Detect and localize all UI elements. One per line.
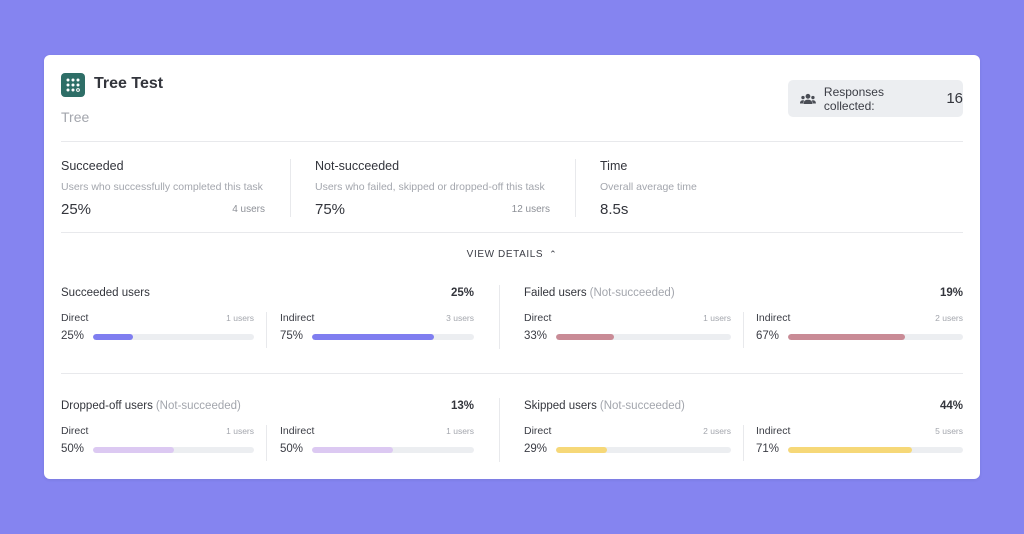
group-percentage: 44% <box>939 400 963 412</box>
view-details-label: VIEW DETAILS <box>466 249 544 260</box>
sub-users: 3 users <box>446 313 474 323</box>
sub-separator <box>743 312 744 348</box>
stat-value: 8.5s <box>600 201 629 218</box>
stat-description: Users who successfully completed this ta… <box>61 181 263 193</box>
sub-label: Direct <box>61 425 89 437</box>
sub-label: Indirect <box>280 425 315 437</box>
sub-separator <box>743 425 744 461</box>
sub-indirect: Indirect 3 users 75% <box>280 312 474 348</box>
tree-test-card: Tree Test Tree Responses collected: 16 S… <box>44 55 980 479</box>
sub-users: 5 users <box>935 426 963 436</box>
sub-direct: Direct 1 users 25% <box>61 312 254 348</box>
responses-collected-badge: Responses collected: 16 <box>788 80 963 117</box>
sub-percentage: 75% <box>280 330 304 342</box>
progress-fill <box>788 447 913 453</box>
sub-indirect: Indirect 1 users 50% <box>280 425 474 461</box>
progress-track <box>312 447 474 453</box>
group-succeeded-users: Succeeded users 25% Direct 1 users 25% I… <box>61 287 474 349</box>
header-divider <box>61 141 963 142</box>
stat-succeeded: Succeeded Users who successfully complet… <box>61 159 265 218</box>
group-title: Skipped users (Not-succeeded) <box>524 400 685 412</box>
progress-fill <box>93 334 134 340</box>
tree-logo-icon <box>61 73 85 97</box>
sub-users: 2 users <box>703 426 731 436</box>
stat-separator <box>575 159 576 217</box>
sub-users: 2 users <box>935 313 963 323</box>
progress-fill <box>788 334 906 340</box>
group-percentage: 19% <box>939 287 963 299</box>
sub-percentage: 50% <box>280 443 304 455</box>
sub-separator <box>266 425 267 461</box>
stat-not-succeeded: Not-succeeded Users who failed, skipped … <box>315 159 550 218</box>
card-header: Tree Test Tree Responses collected: 16 <box>61 73 963 143</box>
stat-time: Time Overall average time 8.5s <box>600 159 800 218</box>
sub-percentage: 25% <box>61 330 85 342</box>
sub-users: 1 users <box>226 426 254 436</box>
sub-label: Direct <box>61 312 89 324</box>
progress-track <box>556 447 731 453</box>
sub-percentage: 50% <box>61 443 85 455</box>
group-percentage: 13% <box>450 400 474 412</box>
group-separator <box>499 285 500 349</box>
chevron-up-icon: ⌃ <box>549 249 558 259</box>
group-title: Dropped-off users (Not-succeeded) <box>61 400 241 412</box>
sub-percentage: 71% <box>756 443 780 455</box>
progress-track <box>312 334 474 340</box>
progress-track <box>556 334 731 340</box>
progress-fill <box>312 447 393 453</box>
view-details-toggle[interactable]: VIEW DETAILS ⌃ <box>44 249 980 260</box>
group-separator <box>499 398 500 462</box>
sub-label: Direct <box>524 425 552 437</box>
sub-label: Direct <box>524 312 552 324</box>
group-title: Failed users (Not-succeeded) <box>524 287 675 299</box>
sub-label: Indirect <box>756 425 791 437</box>
progress-track <box>788 447 963 453</box>
progress-track <box>788 334 963 340</box>
stat-description: Overall average time <box>600 181 697 193</box>
sub-direct: Direct 1 users 50% <box>61 425 254 461</box>
stat-value: 25% <box>61 201 92 218</box>
sub-indirect: Indirect 5 users 71% <box>756 425 963 461</box>
sub-percentage: 33% <box>524 330 548 342</box>
stats-divider <box>61 232 963 233</box>
sub-users: 1 users <box>703 313 731 323</box>
progress-track <box>93 334 254 340</box>
groups-divider <box>61 373 963 374</box>
group-title: Succeeded users <box>61 287 150 299</box>
sub-percentage: 67% <box>756 330 780 342</box>
progress-fill <box>556 334 614 340</box>
sub-percentage: 29% <box>524 443 548 455</box>
stat-title: Succeeded <box>61 159 124 173</box>
stat-description: Users who failed, skipped or dropped-off… <box>315 181 545 193</box>
stat-title: Time <box>600 159 628 173</box>
people-icon <box>800 93 816 104</box>
progress-track <box>93 447 254 453</box>
sub-users: 1 users <box>226 313 254 323</box>
task-subtitle: Tree <box>61 109 90 125</box>
progress-fill <box>93 447 174 453</box>
group-percentage: 25% <box>450 287 474 299</box>
sub-label: Indirect <box>280 312 315 324</box>
stat-users: 4 users <box>232 204 265 215</box>
stat-separator <box>290 159 291 217</box>
group-failed-users: Failed users (Not-succeeded) 19% Direct 1… <box>524 287 963 349</box>
responses-label: Responses collected: <box>823 84 884 113</box>
stat-title: Not-succeeded <box>315 159 400 173</box>
sub-direct: Direct 2 users 29% <box>524 425 731 461</box>
group-dropped-off-users: Dropped-off users (Not-succeeded) 13% Dir… <box>61 400 474 462</box>
sub-users: 1 users <box>446 426 474 436</box>
task-title: Tree Test <box>94 75 164 92</box>
stat-value: 75% <box>315 201 346 218</box>
stat-users: 12 users <box>511 204 550 215</box>
progress-fill <box>556 447 607 453</box>
sub-separator <box>266 312 267 348</box>
responses-count: 16 <box>946 90 963 107</box>
progress-fill <box>312 334 434 340</box>
sub-label: Indirect <box>756 312 791 324</box>
sub-indirect: Indirect 2 users 67% <box>756 312 963 348</box>
group-skipped-users: Skipped users (Not-succeeded) 44% Direct … <box>524 400 963 462</box>
sub-direct: Direct 1 users 33% <box>524 312 731 348</box>
